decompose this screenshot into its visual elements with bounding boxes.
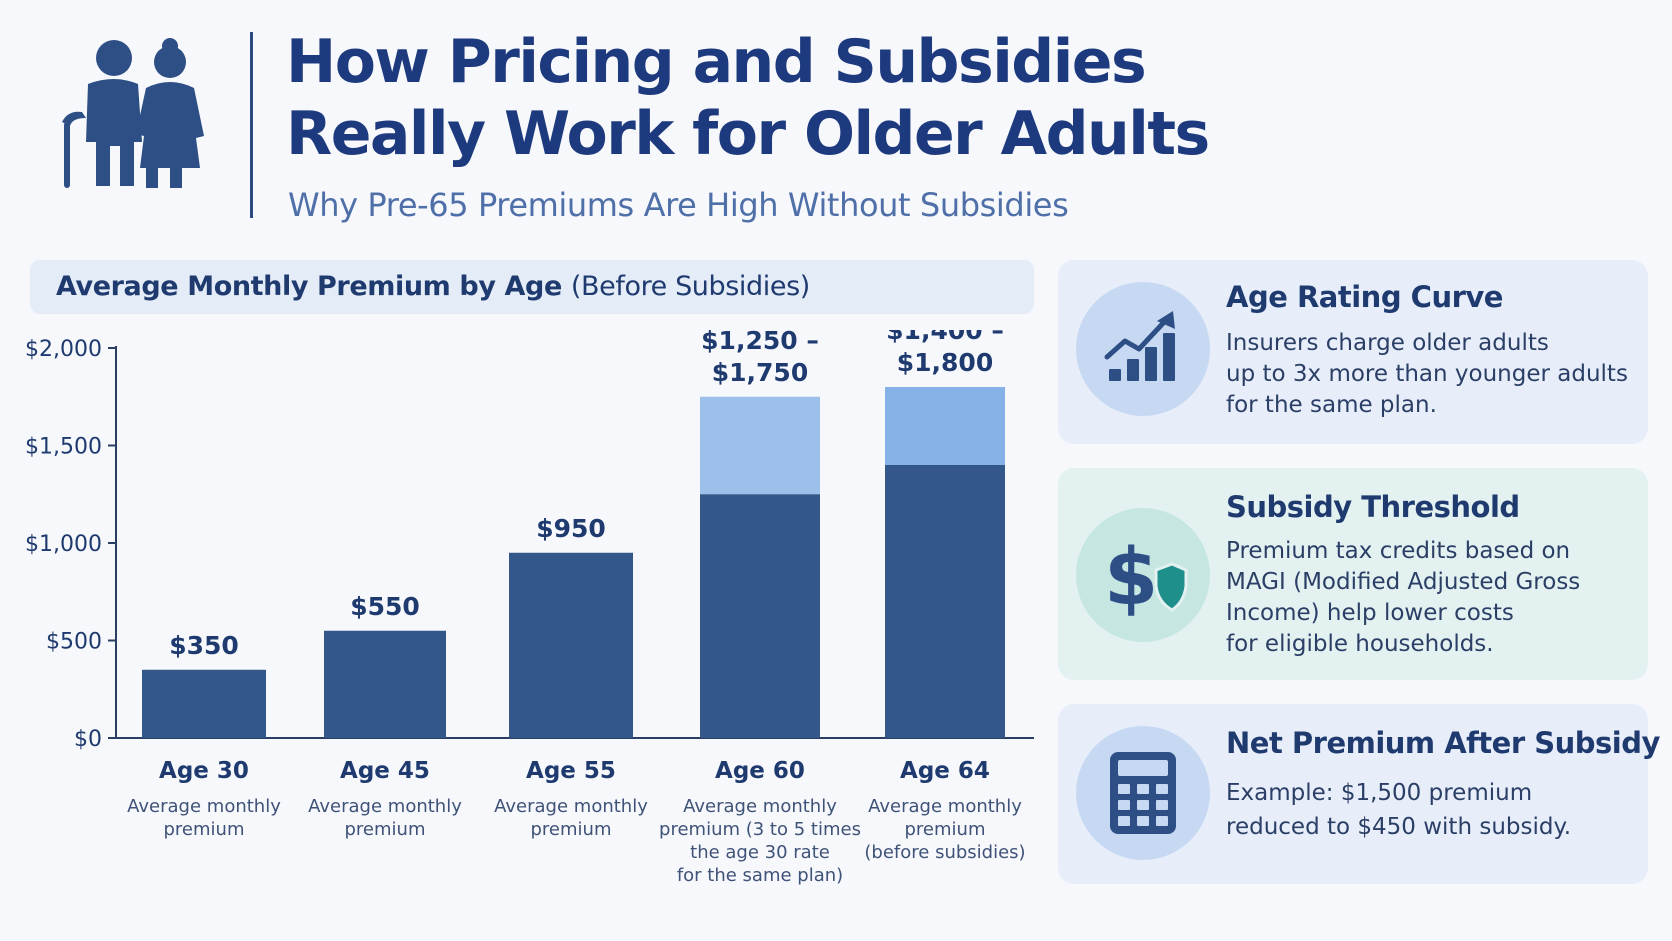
bar-value-label: $550 <box>350 592 420 621</box>
dollar-shield-icon: $ <box>1076 508 1210 642</box>
bar-range-segment <box>885 387 1005 465</box>
subsidy-threshold-card: $ Subsidy Threshold Premium tax credits … <box>1058 468 1648 680</box>
card-heading: Subsidy Threshold <box>1226 490 1520 524</box>
svg-text:$: $ <box>1104 533 1158 620</box>
category-note: Average monthly <box>308 796 462 817</box>
bar <box>885 465 1005 738</box>
category-note: Average monthly <box>868 796 1022 817</box>
category-note: Average monthly <box>494 796 648 817</box>
card-text: Insurers charge older adults up to 3x mo… <box>1226 328 1636 421</box>
card-text-line: Income) help lower costs <box>1226 600 1514 626</box>
card-text-line: for the same plan. <box>1226 392 1437 418</box>
x-tick-label: Age 30 <box>159 758 249 784</box>
title-line-1: How Pricing and Subsidies <box>286 27 1147 97</box>
bar-value-label: $1,400 – <box>886 330 1004 345</box>
age-rating-card: Age Rating Curve Insurers charge older a… <box>1058 260 1648 444</box>
category-note: Average monthly <box>127 796 281 817</box>
chart-header-bar: Average Monthly Premium by Age (Before S… <box>30 260 1034 314</box>
category-note: premium <box>531 819 612 840</box>
x-tick-label: Age 64 <box>900 758 990 784</box>
title-line-2: Really Work for Older Adults <box>286 99 1210 169</box>
card-text-line: Example: $1,500 premium <box>1226 780 1533 806</box>
x-tick-label: Age 45 <box>340 758 430 784</box>
chart-title: Average Monthly Premium by Age (Before S… <box>56 271 810 302</box>
y-tick-label: $1,500 <box>25 435 102 460</box>
bar-value-label: $1,250 – <box>701 330 819 355</box>
card-heading: Net Premium After Subsidy <box>1226 726 1660 760</box>
category-note: premium <box>345 819 426 840</box>
card-text-line: Premium tax credits based on <box>1226 538 1571 564</box>
category-note: for the same plan) <box>677 865 843 886</box>
category-note: premium <box>905 819 986 840</box>
header-divider <box>250 32 253 218</box>
bar <box>142 669 266 738</box>
category-note: premium (3 to 5 times <box>659 819 861 840</box>
chart-title-main: Average Monthly Premium by Age <box>56 271 562 302</box>
y-tick-label: $0 <box>74 727 102 752</box>
y-tick-label: $500 <box>46 630 102 655</box>
x-tick-label: Age 55 <box>526 758 616 784</box>
x-tick-label: Age 60 <box>715 758 805 784</box>
card-text: Example: $1,500 premium reduced to $450 … <box>1226 776 1636 844</box>
bar-value-label: $950 <box>536 514 606 543</box>
card-text-line: for eligible households. <box>1226 631 1494 657</box>
bar-value-label: $1,750 <box>712 358 808 387</box>
category-note: the age 30 rate <box>690 842 830 863</box>
bar-value-label: $1,800 <box>897 348 993 377</box>
net-premium-card: Net Premium After Subsidy Example: $1,50… <box>1058 704 1660 884</box>
elderly-couple-icon <box>62 38 204 188</box>
bar <box>700 494 820 738</box>
card-text-line: up to 3x more than younger adults <box>1226 361 1628 387</box>
y-tick-label: $1,000 <box>25 532 102 557</box>
bar <box>509 552 633 738</box>
chart-title-sub: (Before Subsidies) <box>570 271 810 302</box>
card-text-line: Insurers charge older adults <box>1226 330 1549 356</box>
bar <box>324 630 446 738</box>
category-note: premium <box>164 819 245 840</box>
calculator-icon <box>1076 726 1210 860</box>
card-text-line: MAGI (Modified Adjusted Gross <box>1226 569 1581 595</box>
category-note: (before subsidies) <box>864 842 1025 863</box>
card-text-line: reduced to $450 with subsidy. <box>1226 814 1572 840</box>
page-subtitle: Why Pre-65 Premiums Are High Without Sub… <box>288 186 1069 224</box>
page-title: How Pricing and Subsidies Really Work fo… <box>286 26 1286 170</box>
card-text: Premium tax credits based on MAGI (Modif… <box>1226 536 1636 660</box>
card-heading: Age Rating Curve <box>1226 280 1503 314</box>
bar-range-segment <box>700 396 820 495</box>
y-tick-label: $2,000 <box>25 337 102 362</box>
growth-chart-icon <box>1076 282 1210 416</box>
category-note: Average monthly <box>683 796 837 817</box>
premium-bar-chart: $0 $500 $1,000 $1,500 $2,000 $350 Age 30 Averag… <box>25 330 1034 886</box>
bar-value-label: $350 <box>169 631 239 660</box>
